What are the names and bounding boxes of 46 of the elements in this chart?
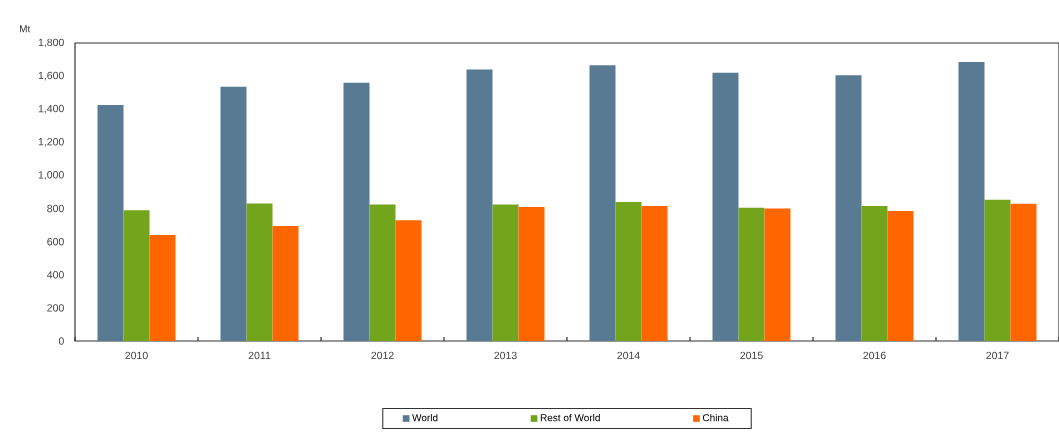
legend-label: Rest of World	[540, 413, 600, 422]
bar	[518, 206, 545, 341]
y-tick-label: 400	[47, 271, 64, 279]
legend-label: China	[702, 413, 729, 422]
x-tick-label: 2012	[371, 351, 394, 360]
bar	[589, 65, 616, 341]
y-tick-label: 200	[47, 304, 64, 312]
bar	[369, 204, 396, 341]
x-tick-label: 2010	[125, 351, 148, 360]
bar	[395, 220, 422, 341]
bar	[764, 208, 791, 341]
bar	[272, 225, 299, 341]
y-tick-label: 1,600	[38, 71, 64, 81]
y-tick-label: 800	[47, 204, 64, 213]
y-tick-label: 600	[47, 237, 64, 246]
bar	[641, 206, 668, 341]
bar	[958, 62, 985, 341]
bar	[246, 203, 273, 341]
y-tick-label: 0	[58, 337, 64, 345]
x-tick-label: 2015	[740, 351, 763, 360]
x-tick-label: 2017	[986, 351, 1009, 360]
bar	[887, 211, 914, 341]
bar	[97, 105, 124, 341]
bar	[149, 235, 176, 341]
bar	[738, 207, 765, 341]
bar	[123, 210, 150, 341]
x-tick-label: 2016	[863, 351, 886, 360]
legend-label: World	[412, 413, 438, 422]
bar	[835, 75, 862, 341]
bar	[343, 82, 370, 341]
bar	[220, 86, 247, 341]
bar	[861, 206, 888, 341]
bar	[712, 72, 739, 341]
bar	[615, 201, 642, 341]
bar	[984, 199, 1011, 341]
y-axis-title: Mt	[20, 25, 31, 33]
x-tick-label: 2013	[494, 351, 517, 360]
y-tick-label: 1,000	[38, 171, 64, 180]
x-tick-label: 2011	[248, 351, 271, 360]
x-tick-label: 2014	[617, 351, 640, 360]
y-tick-label: 1,800	[38, 38, 64, 48]
bar	[492, 204, 519, 341]
bar	[466, 69, 493, 341]
y-tick-label: 1,400	[38, 104, 64, 114]
bar	[1010, 203, 1037, 341]
y-tick-label: 1,200	[38, 137, 64, 147]
